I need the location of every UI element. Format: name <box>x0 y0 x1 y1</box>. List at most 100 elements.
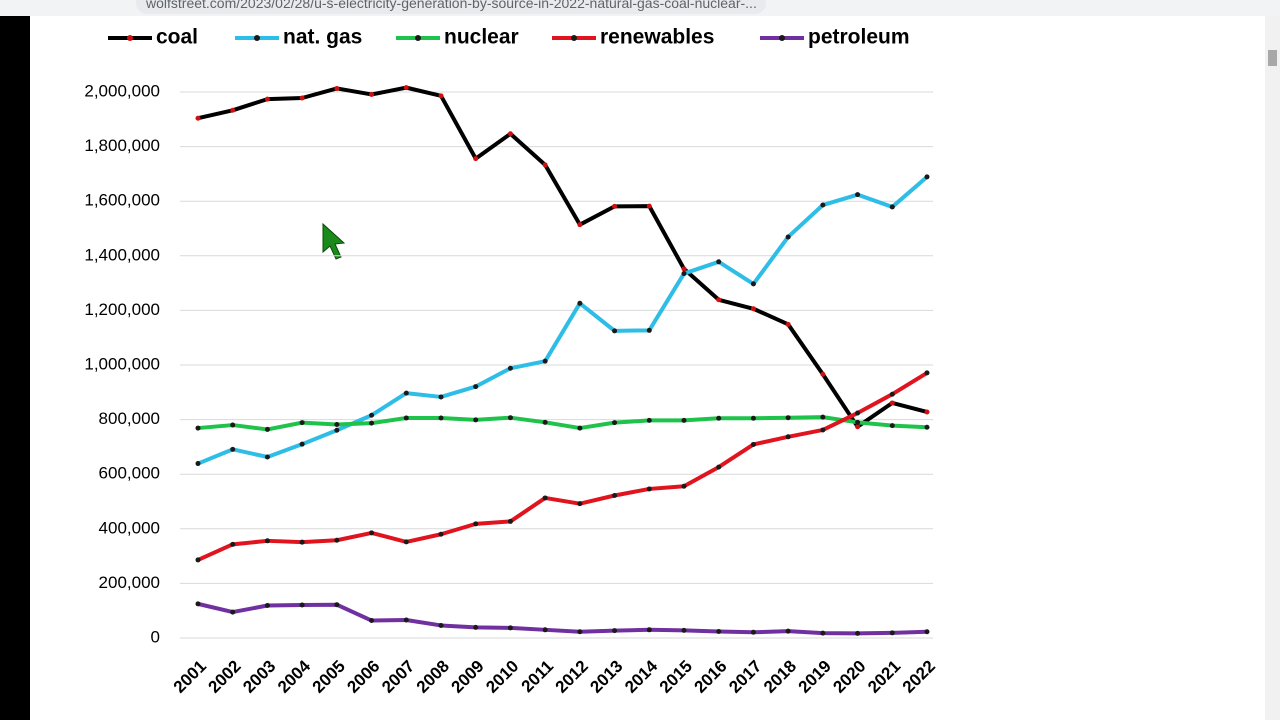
data-point <box>577 425 583 431</box>
data-point <box>369 618 375 624</box>
data-point <box>230 446 236 452</box>
x-tick-label: 2020 <box>829 657 869 697</box>
data-point <box>230 107 236 113</box>
data-point <box>507 365 513 371</box>
x-tick-label: 2012 <box>552 657 592 697</box>
data-point <box>577 501 583 507</box>
data-point <box>473 624 479 630</box>
data-point <box>681 483 687 489</box>
data-point <box>750 306 756 312</box>
legend-marker <box>779 35 785 41</box>
data-point <box>542 627 548 633</box>
data-point <box>889 423 895 429</box>
data-point <box>334 422 340 428</box>
x-tick-label: 2001 <box>170 657 210 697</box>
x-tick-label: 2005 <box>309 657 349 697</box>
data-point <box>334 85 340 91</box>
x-tick-label: 2016 <box>691 657 731 697</box>
data-point <box>542 419 548 425</box>
data-point <box>195 115 201 121</box>
y-tick-label: 600,000 <box>99 464 160 483</box>
data-point <box>507 131 513 137</box>
y-tick-label: 1,600,000 <box>84 191 160 210</box>
data-point <box>785 234 791 240</box>
x-tick-label: 2014 <box>621 656 662 697</box>
data-point <box>646 486 652 492</box>
data-point <box>820 414 826 420</box>
data-point <box>716 628 722 634</box>
data-point <box>612 420 618 426</box>
data-point <box>334 602 340 608</box>
data-point <box>473 156 479 162</box>
data-point <box>750 281 756 287</box>
data-point <box>369 530 375 536</box>
legend-marker <box>254 35 260 41</box>
data-point <box>264 426 270 432</box>
data-point <box>716 297 722 303</box>
data-point <box>889 204 895 210</box>
data-point <box>820 371 826 377</box>
data-point <box>820 427 826 433</box>
data-point <box>334 427 340 433</box>
data-point <box>646 417 652 423</box>
scroll-thumb[interactable] <box>1268 50 1277 66</box>
legend-marker <box>127 35 133 41</box>
data-point <box>681 266 687 272</box>
x-tick-label: 2008 <box>413 657 453 697</box>
data-point <box>299 95 305 101</box>
x-tick-label: 2018 <box>760 657 800 697</box>
scrollbar[interactable] <box>1265 16 1280 720</box>
data-point <box>542 495 548 501</box>
legend-label: nat. gas <box>283 26 362 49</box>
data-point <box>646 327 652 333</box>
y-tick-label: 1,800,000 <box>84 136 160 155</box>
x-tick-label: 2009 <box>448 657 488 697</box>
x-tick-label: 2007 <box>378 657 418 697</box>
y-tick-label: 0 <box>151 627 160 646</box>
data-point <box>612 628 618 634</box>
data-point <box>195 557 201 563</box>
legend-marker <box>415 35 421 41</box>
data-point <box>681 271 687 277</box>
data-point <box>403 539 409 545</box>
data-point <box>612 203 618 209</box>
legend-label: renewables <box>600 26 714 49</box>
data-point <box>195 601 201 607</box>
legend-label: petroleum <box>808 26 910 49</box>
data-point <box>403 617 409 623</box>
data-point <box>299 602 305 608</box>
x-tick-label: 2010 <box>482 657 522 697</box>
data-point <box>403 390 409 396</box>
data-point <box>369 412 375 418</box>
address-bar[interactable]: wolfstreet.com/2023/02/28/u-s-electricit… <box>136 0 766 14</box>
x-tick-label: 2006 <box>343 657 383 697</box>
y-tick-label: 2,000,000 <box>84 81 160 100</box>
data-point <box>612 492 618 498</box>
x-tick-label: 2019 <box>795 657 835 697</box>
x-tick-label: 2015 <box>656 657 696 697</box>
x-tick-label: 2002 <box>205 657 245 697</box>
data-point <box>855 410 861 416</box>
data-point <box>264 96 270 102</box>
data-point <box>403 415 409 421</box>
mouse-cursor <box>322 222 346 260</box>
data-point <box>230 541 236 547</box>
data-point <box>473 521 479 527</box>
data-point <box>507 625 513 631</box>
data-point <box>438 622 444 628</box>
y-tick-label: 200,000 <box>99 573 160 592</box>
legend-marker <box>571 35 577 41</box>
data-point <box>750 441 756 447</box>
series-line <box>197 371 929 562</box>
data-point <box>195 425 201 431</box>
data-point <box>924 370 930 376</box>
data-point <box>785 321 791 327</box>
data-point <box>438 93 444 99</box>
series-line <box>197 601 928 636</box>
data-point <box>473 384 479 390</box>
data-point <box>855 192 861 198</box>
data-point <box>924 629 930 635</box>
data-point <box>820 202 826 208</box>
